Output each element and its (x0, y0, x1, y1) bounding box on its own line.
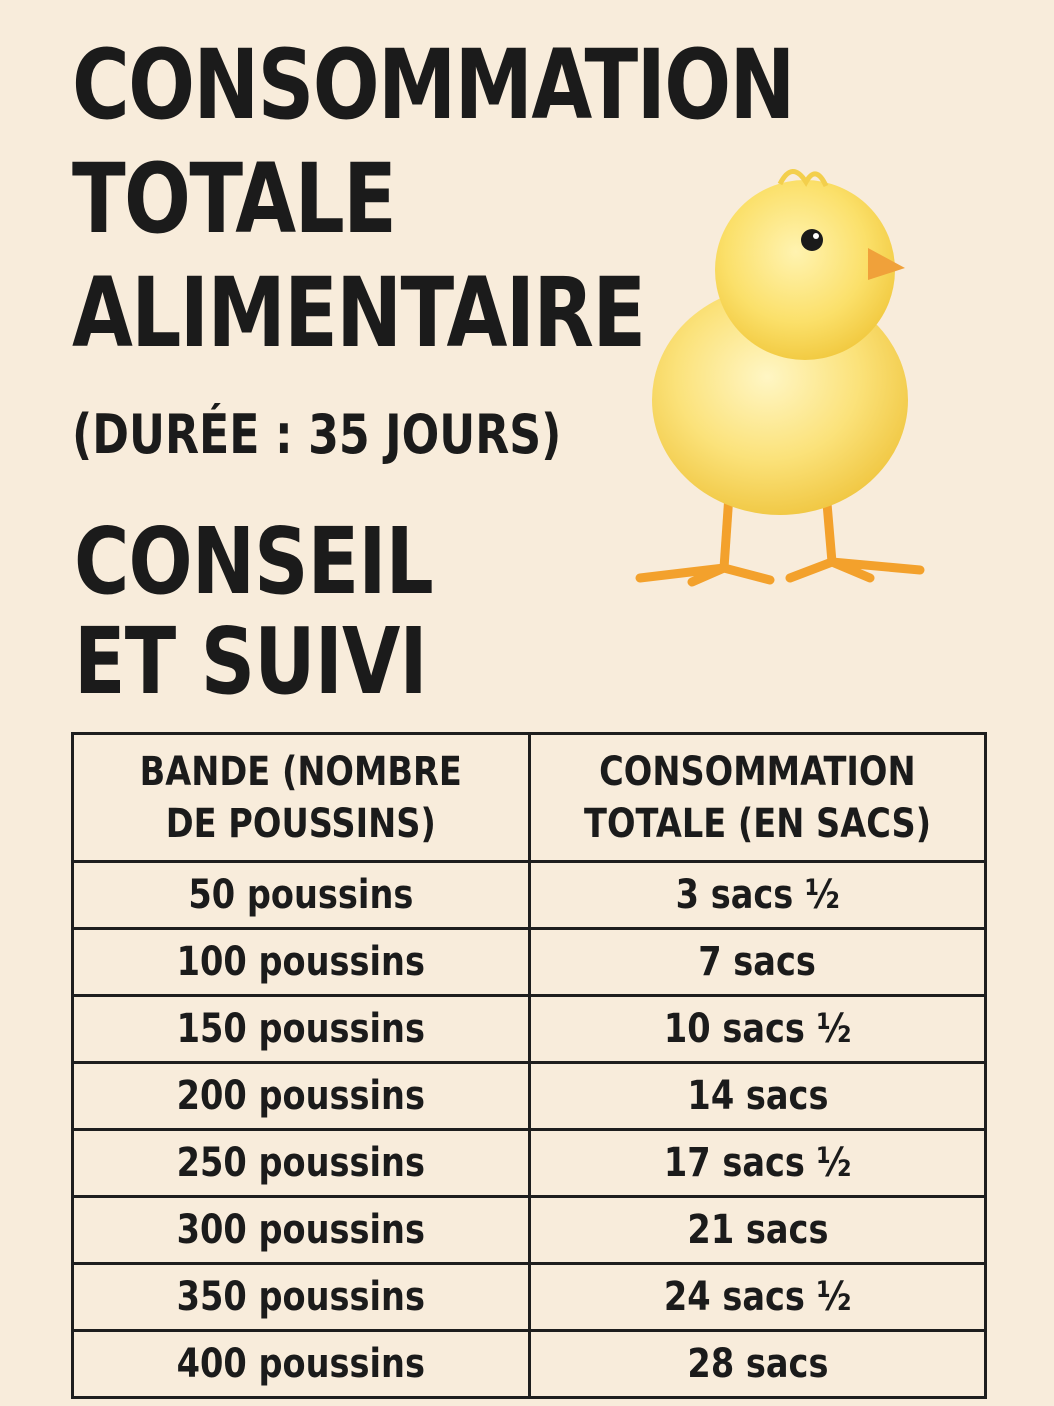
bags-cell: 7 sacs (528, 927, 987, 997)
advice-line-1: CONSEIL (74, 508, 434, 615)
bags-cell: 3 sacs ½ (528, 860, 987, 930)
title-line-3: ALIMENTAIRE (72, 257, 646, 369)
title-line-2: TOTALE (72, 143, 397, 255)
table-header-row: BANDE (NOMBRE DE POUSSINS) CONSOMMATION … (71, 732, 987, 863)
advice-line-2: ET SUIVI (74, 608, 428, 715)
column-header-batch-line-1: BANDE (NOMBRE (139, 748, 463, 795)
bags-cell: 24 sacs ½ (528, 1262, 987, 1332)
advice-heading: CONSEIL ET SUIVI (74, 512, 434, 715)
bags-cell: 17 sacs ½ (528, 1128, 987, 1198)
table-row: 400 poussins 28 sacs (71, 1329, 987, 1399)
chicks-cell: 200 poussins (71, 1061, 531, 1131)
table-row: 350 poussins 24 sacs ½ (71, 1262, 987, 1332)
bags-cell: 14 sacs (528, 1061, 987, 1131)
chicks-cell: 50 poussins (71, 860, 531, 930)
duration-subtitle: (DURÉE : 35 JOURS) (72, 403, 562, 466)
table-row: 200 poussins 14 sacs (71, 1061, 987, 1131)
feed-consumption-table: BANDE (NOMBRE DE POUSSINS) CONSOMMATION … (71, 732, 987, 1399)
chicks-cell: 400 poussins (71, 1329, 531, 1399)
chick-beak (868, 248, 905, 280)
table-row: 100 poussins 7 sacs (71, 927, 987, 997)
column-header-batch: BANDE (NOMBRE DE POUSSINS) (71, 732, 531, 863)
chicks-cell: 350 poussins (71, 1262, 531, 1332)
chicks-cell: 250 poussins (71, 1128, 531, 1198)
chicks-cell: 300 poussins (71, 1195, 531, 1265)
column-header-batch-line-2: DE POUSSINS) (165, 800, 437, 847)
column-header-consumption-line-2: TOTALE (EN SACS) (583, 800, 932, 847)
title-line-1: CONSOMMATION (72, 29, 795, 141)
bags-cell: 10 sacs ½ (528, 994, 987, 1064)
table-row: 300 poussins 21 sacs (71, 1195, 987, 1265)
page-title: CONSOMMATION TOTALE ALIMENTAIRE (72, 28, 795, 370)
column-header-consumption-line-1: CONSOMMATION (599, 748, 916, 795)
chicks-cell: 100 poussins (71, 927, 531, 997)
table-row: 50 poussins 3 sacs ½ (71, 860, 987, 930)
column-header-consumption: CONSOMMATION TOTALE (EN SACS) (528, 732, 987, 863)
chick-icon (635, 169, 925, 587)
table-row: 150 poussins 10 sacs ½ (71, 994, 987, 1064)
bags-cell: 28 sacs (528, 1329, 987, 1399)
chick-eye (801, 229, 823, 251)
bags-cell: 21 sacs (528, 1195, 987, 1265)
chicks-cell: 150 poussins (71, 994, 531, 1064)
table-row: 250 poussins 17 sacs ½ (71, 1128, 987, 1198)
